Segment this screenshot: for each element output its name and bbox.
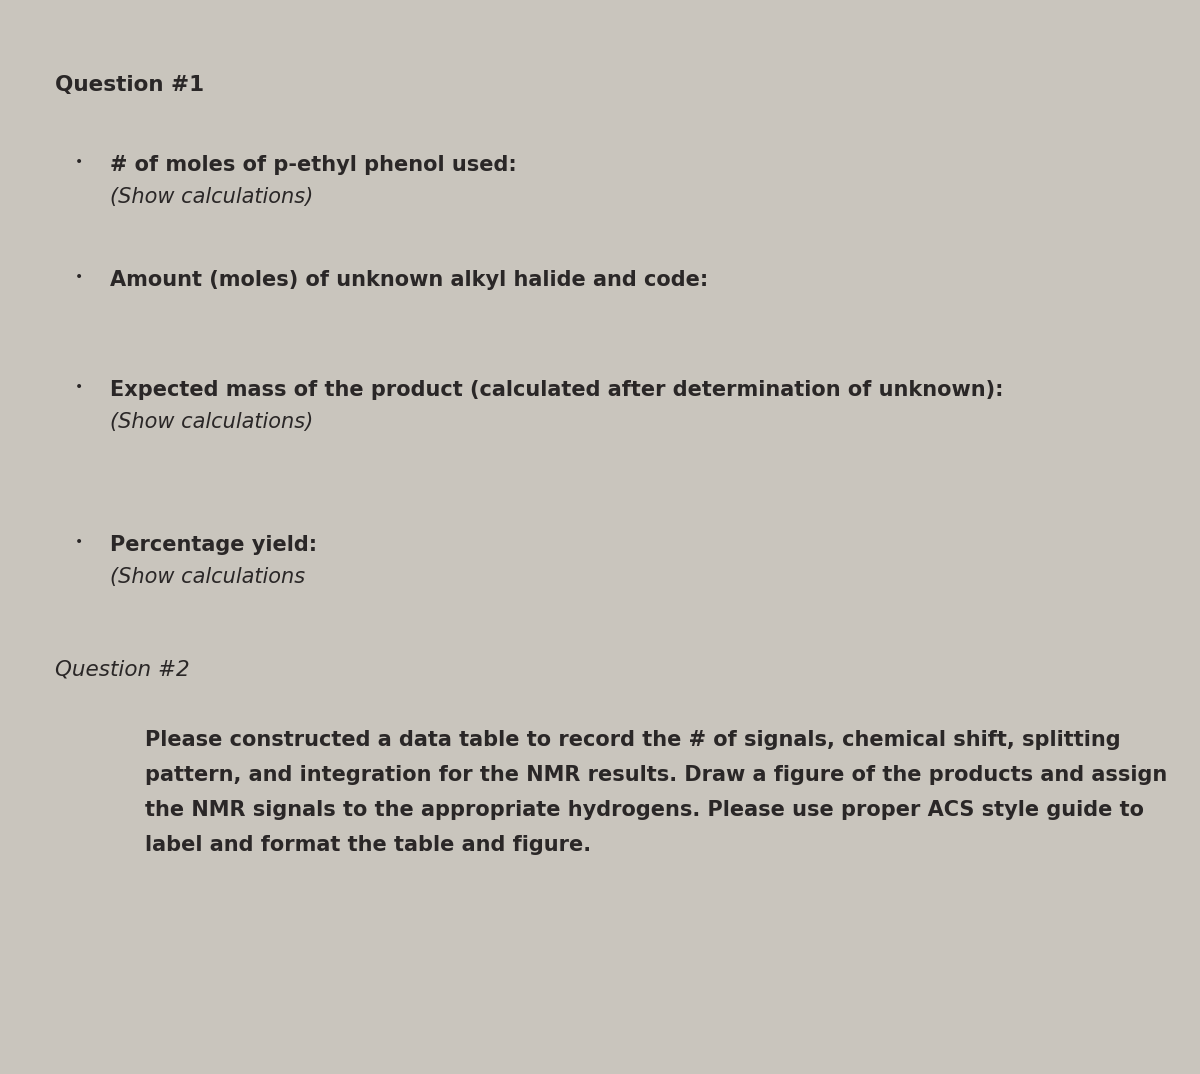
- Text: •: •: [74, 270, 83, 284]
- Text: label and format the table and figure.: label and format the table and figure.: [145, 834, 592, 855]
- Text: pattern, and integration for the NMR results. Draw a figure of the products and : pattern, and integration for the NMR res…: [145, 765, 1168, 785]
- Text: •: •: [74, 155, 83, 169]
- Text: Percentage yield:: Percentage yield:: [110, 535, 317, 555]
- Text: Question #1: Question #1: [55, 75, 204, 95]
- Text: (Show calculations: (Show calculations: [110, 567, 305, 587]
- Text: (Show calculations): (Show calculations): [110, 412, 313, 432]
- Text: •: •: [74, 535, 83, 549]
- Text: # of moles of p-ethyl phenol used:: # of moles of p-ethyl phenol used:: [110, 155, 517, 175]
- Text: the NMR signals to the appropriate hydrogens. Please use proper ACS style guide : the NMR signals to the appropriate hydro…: [145, 800, 1144, 821]
- Text: (Show calculations): (Show calculations): [110, 187, 313, 207]
- Text: Please constructed a data table to record the # of signals, chemical shift, spli: Please constructed a data table to recor…: [145, 730, 1121, 750]
- Text: Amount (moles) of unknown alkyl halide and code:: Amount (moles) of unknown alkyl halide a…: [110, 270, 708, 290]
- Text: Question #2: Question #2: [55, 661, 190, 680]
- Text: •: •: [74, 380, 83, 394]
- Text: Expected mass of the product (calculated after determination of unknown):: Expected mass of the product (calculated…: [110, 380, 1003, 400]
